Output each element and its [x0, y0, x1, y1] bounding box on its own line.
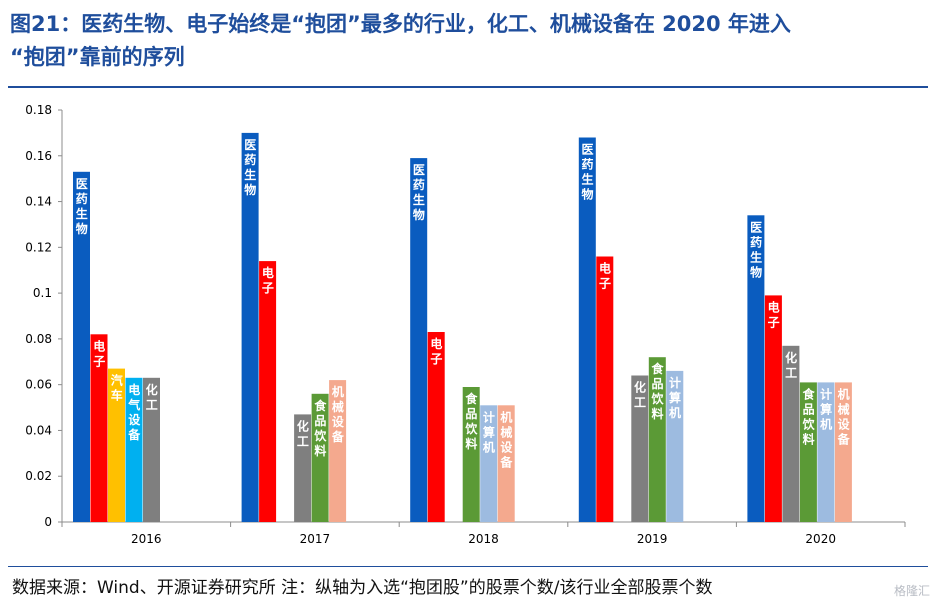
bar-label: 电子 [768, 299, 780, 329]
bar-label: 医药生物 [76, 177, 88, 236]
bar [427, 332, 445, 522]
bar [410, 158, 428, 522]
figure-title: 图21：医药生物、电子始终是“抱团”最多的行业，化工、机械设备在 2020 年进… [10, 8, 930, 74]
figure-title-line1: 图21：医药生物、电子始终是“抱团”最多的行业，化工、机械设备在 2020 年进… [10, 12, 791, 36]
bar [782, 345, 800, 522]
bar-chart: 0 0.02 0.04 0.06 0.08 0.1 0.12 0.14 0.16 0.18 2016… [25, 103, 906, 546]
bar [596, 256, 614, 522]
bar [143, 377, 160, 522]
bar [73, 171, 90, 523]
bar [834, 382, 852, 522]
y-tick-label: 0.04 [25, 423, 52, 437]
bar-label: 电子 [93, 338, 105, 368]
bar [799, 382, 817, 522]
bar-label: 计算机 [669, 375, 681, 420]
bar [241, 132, 259, 522]
y-tick-label: 0.18 [25, 103, 52, 117]
bar-label: 机械设备 [331, 384, 345, 444]
bar [631, 375, 649, 522]
bar-label: 化工 [634, 380, 646, 410]
y-tick-label: 0.12 [25, 240, 52, 254]
x-category-label: 2017 [300, 532, 331, 546]
bar [90, 334, 108, 522]
bar-label: 化工 [146, 382, 158, 412]
bar-label: 化工 [785, 350, 797, 380]
bar [817, 382, 835, 522]
y-tick-label: 0.08 [25, 332, 52, 346]
bar [125, 377, 143, 522]
bar-label: 医药生物 [244, 138, 256, 197]
bar [764, 295, 782, 522]
y-tick-label: 0.06 [25, 378, 52, 392]
bar [329, 380, 347, 522]
bar-label: 计算机 [483, 409, 495, 454]
figure-title-line2: “抱团”靠前的序列 [10, 45, 185, 69]
bar-label: 机械设备 [499, 409, 513, 469]
bar-label: 电子 [430, 336, 442, 366]
bar-label: 汽车 [111, 373, 123, 403]
x-category-label: 2016 [131, 532, 162, 546]
y-tick-label: 0 [44, 515, 52, 529]
bar [578, 137, 596, 522]
bar-label: 机械设备 [837, 386, 851, 446]
bar [480, 405, 498, 522]
bar-label: 食品饮料 [313, 398, 327, 458]
bottom-divider [8, 566, 928, 567]
x-category-label: 2018 [468, 532, 499, 546]
y-tick-label: 0.16 [25, 149, 52, 163]
bar-label: 电子 [599, 261, 611, 291]
bar-label: 医药生物 [750, 220, 762, 279]
x-category-label: 2019 [637, 532, 668, 546]
bar [294, 414, 312, 522]
watermark: 格隆汇 [893, 584, 930, 598]
bar-label: 电子 [262, 265, 274, 295]
y-tick-label: 0.14 [25, 195, 52, 209]
x-category-label: 2020 [805, 532, 836, 546]
bar-label: 计算机 [820, 386, 832, 431]
bar-label: 医药生物 [413, 163, 425, 222]
bar-label: 医药生物 [581, 143, 593, 202]
bar [259, 261, 277, 522]
bar-label: 电气设备 [127, 382, 141, 442]
bar [108, 368, 125, 522]
bar [648, 357, 666, 522]
bar-label: 食品饮料 [464, 391, 478, 451]
bar [747, 215, 765, 523]
bar-label: 食品饮料 [650, 361, 664, 421]
y-tick-label: 0.1 [33, 286, 52, 300]
y-tick-label: 0.02 [25, 469, 52, 483]
source-note: 数据来源：Wind、开源证券研究所 注：纵轴为入选“抱团股”的股票个数/该行业全… [12, 578, 713, 598]
bar-label: 食品饮料 [802, 386, 816, 446]
bar [311, 393, 329, 522]
bar [666, 370, 684, 522]
top-divider [8, 86, 928, 88]
bar [497, 405, 515, 522]
bar-label: 化工 [297, 418, 309, 448]
bar [462, 387, 480, 522]
